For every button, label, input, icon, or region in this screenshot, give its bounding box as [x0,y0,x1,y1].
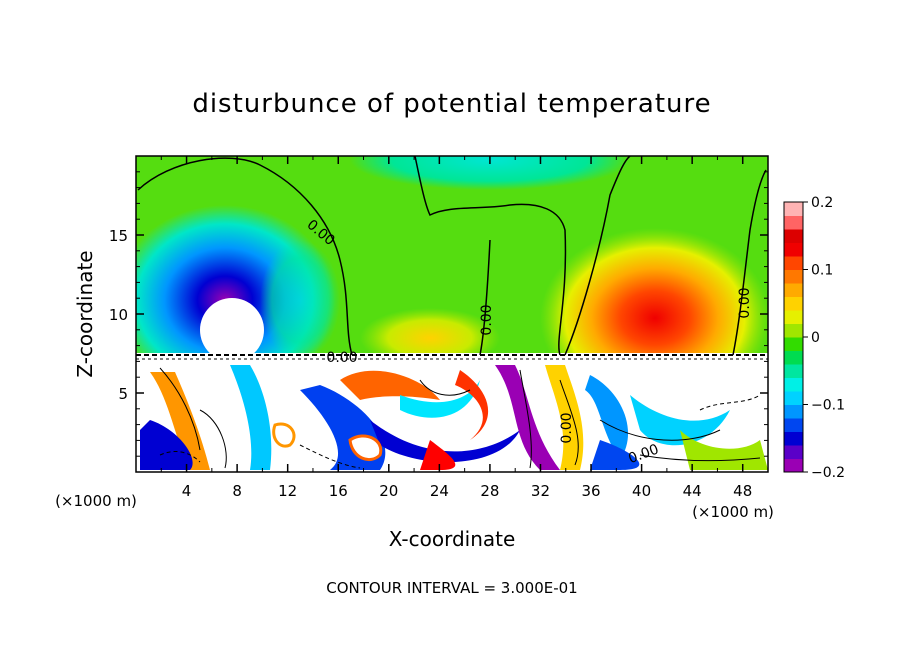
colorbar-cell [784,283,803,297]
colorbar-tick-label: 0.1 [811,263,833,279]
y-tick-label: 10 [109,306,128,324]
x-tick-label: 20 [379,482,398,500]
zero-contours [137,156,767,356]
colorbar-cell [784,202,803,216]
colorbar: 0.2 0.1 0 −0.1 −0.2 [783,195,845,481]
colorbar-tick-label: −0.2 [811,465,845,481]
x-tick-label: 36 [581,482,600,500]
colorbar-cell [784,242,803,257]
colorbar-cell [784,391,803,405]
colorbar-cell [784,431,803,446]
colorbar-cell [784,445,803,459]
x-axis-label: X-coordinate [389,527,516,551]
colorbar-tick-label: −0.1 [811,398,845,414]
x-tick-label: 12 [278,482,297,500]
colorbar-tick-label: 0.2 [811,195,833,211]
x-unit-label-left: (×1000 m) [55,492,137,510]
colorbar-cell [784,256,803,270]
contour-label: 0.00 [326,350,357,366]
chart-title: disturbunce of potential temperature [192,89,711,119]
x-axis-ticks: 4 8 12 16 20 24 28 32 36 40 44 48 [160,156,752,500]
y-axis-ticks: 5 10 15 [109,171,768,457]
colorbar-cell [784,418,803,432]
colorbar-cells [784,202,803,473]
contour-label: 0.00 [479,304,495,335]
x-tick-label: 28 [480,482,499,500]
x-tick-label: 4 [182,482,192,500]
contour-interval-note: CONTOUR INTERVAL = 3.000E-01 [326,579,577,597]
colorbar-cell [784,296,803,311]
lower-contours [159,367,761,469]
cyan-anomaly-left [260,240,340,360]
colorbar-tick-label: 0 [811,330,820,346]
colorbar-cell [784,310,803,324]
y-axis-label: Z-coordinate [73,250,97,377]
x-tick-label: 40 [632,482,651,500]
colorbar-ticks: 0.2 0.1 0 −0.1 −0.2 [803,195,845,481]
x-tick-label: 24 [430,482,449,500]
colorbar-cell [784,323,803,338]
plot-field [136,156,768,472]
contour-label: 0.00 [737,287,753,318]
turbulent-blobs [140,365,768,470]
colorbar-cell [784,215,803,230]
x-tick-label: 32 [531,482,550,500]
x-unit-label-right: (×1000 m) [692,503,774,521]
contour-label: 0.00 [559,412,575,443]
colorbar-cell [784,337,803,351]
colorbar-cell [784,269,803,284]
colorbar-cell [784,458,803,473]
colorbar-cell [784,377,803,392]
x-tick-label: 8 [232,482,242,500]
colorbar-cell [784,229,803,243]
colorbar-cell [784,364,803,378]
x-tick-label: 48 [733,482,752,500]
colorbar-cell [784,404,803,419]
cold-core [200,298,264,362]
colorbar-cell [784,350,803,365]
x-tick-label: 44 [683,482,702,500]
y-tick-label: 5 [118,385,128,403]
y-tick-label: 15 [109,227,128,245]
x-tick-label: 16 [329,482,348,500]
